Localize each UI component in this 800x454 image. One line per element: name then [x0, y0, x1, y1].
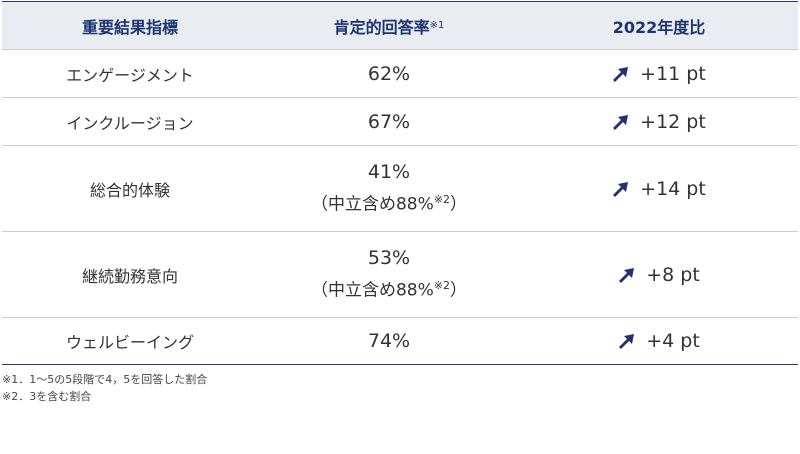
row-value: 53% — [367, 247, 411, 270]
neutral-footnote-mark: ※2 — [433, 279, 450, 293]
table-header: 重要結果指標 肯定的回答率 ※1 2022年度比 — [2, 2, 798, 49]
row-name: エンゲージメント — [66, 65, 194, 85]
footnote-2: ※2．3を含む割合 — [2, 390, 92, 403]
table-row: 継続勤務意向 53% （中立含め88%※2） +8 pt — [2, 231, 798, 317]
header-diff: 2022年度比 — [612, 17, 706, 37]
row-name: ウェルビーイング — [65, 333, 194, 352]
header-rate: 肯定的回答率 ※1 — [258, 2, 520, 49]
row-diff-value: +12 pt — [640, 110, 706, 133]
row-rate: 74% — [258, 318, 520, 364]
row-value: 74% — [367, 330, 411, 352]
arrow-up-right-icon — [619, 334, 635, 349]
arrow-up-right-icon — [613, 114, 629, 130]
row-diff-value: +14 pt — [640, 177, 706, 200]
header-rate-note: ※1 — [429, 20, 445, 31]
row-name: インクルージョン — [66, 113, 194, 133]
row-rate: 41% （中立含め88%※2） — [258, 146, 520, 231]
row-neutral-note: （中立含め88%※2） — [311, 272, 467, 305]
arrow-up-right-icon — [613, 181, 629, 197]
header-rate-label: 肯定的回答率 — [333, 17, 430, 37]
arrow-up-right-icon — [619, 267, 635, 283]
row-diff: +14 pt — [520, 146, 798, 231]
header-indicator: 重要結果指標 — [81, 17, 178, 37]
table-row: 総合的体験 41% （中立含め88%※2） +14 pt — [2, 145, 798, 231]
neutral-close: ） — [450, 194, 467, 215]
footnotes: ※1．1～5の5段階で4，5を回答した割合 ※2．3を含む割合 — [2, 371, 207, 405]
row-diff: +12 pt — [520, 98, 798, 145]
row-diff: +11 pt — [520, 50, 798, 97]
row-rate: 53% （中立含め88%※2） — [258, 232, 520, 317]
neutral-footnote-mark: ※2 — [433, 193, 450, 207]
row-value: 41% — [367, 161, 411, 184]
row-diff-value: +8 pt — [646, 263, 700, 286]
neutral-close: ） — [450, 280, 467, 301]
row-neutral-note: （中立含め88%※2） — [311, 186, 467, 219]
row-name: 総合的体験 — [89, 180, 170, 200]
row-diff: +4 pt — [520, 318, 798, 364]
row-diff-value: +4 pt — [646, 330, 700, 352]
arrow-up-right-icon — [613, 66, 629, 82]
table-row: ウェルビーイング 74% +4 pt — [2, 317, 798, 364]
row-rate: 62% — [258, 50, 520, 97]
row-value: 67% — [367, 110, 411, 133]
neutral-text: （中立含め88% — [310, 194, 434, 215]
neutral-text: （中立含め88% — [310, 280, 434, 301]
row-name: 継続勤務意向 — [81, 266, 178, 286]
table-row: インクルージョン 67% +12 pt — [2, 97, 798, 145]
results-table: 重要結果指標 肯定的回答率 ※1 2022年度比 エンゲージメント 62% +11… — [2, 1, 798, 365]
row-rate: 67% — [258, 98, 520, 145]
footnote-1: ※1．1～5の5段階で4，5を回答した割合 — [2, 373, 208, 386]
row-value: 62% — [367, 62, 411, 85]
table-row: エンゲージメント 62% +11 pt — [2, 49, 798, 97]
row-diff: +8 pt — [520, 232, 798, 317]
row-diff-value: +11 pt — [640, 62, 706, 85]
